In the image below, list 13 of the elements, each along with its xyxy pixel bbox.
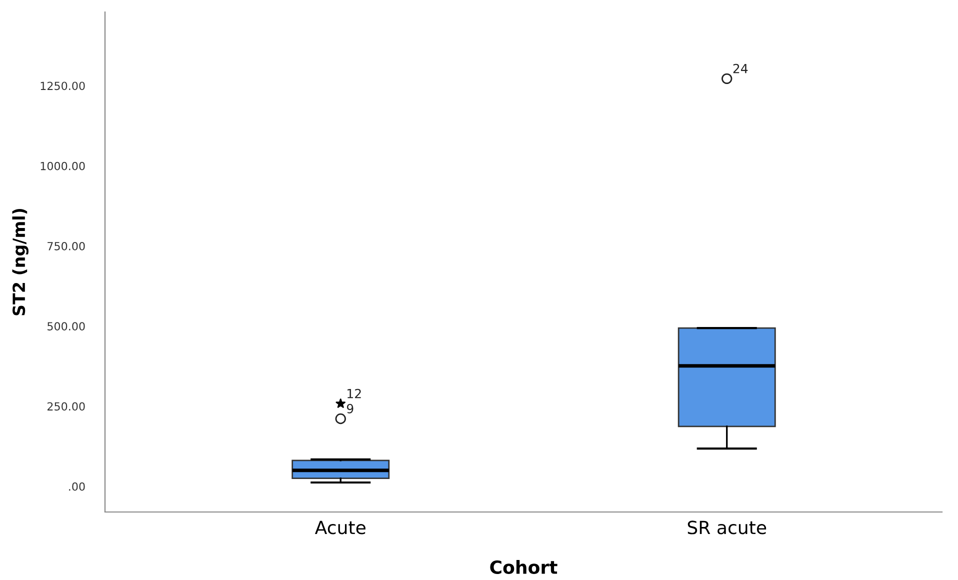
y-tick-label: 250.00 (47, 402, 85, 411)
x-axis-title: Cohort (490, 560, 558, 574)
annotation: 9 (346, 404, 354, 414)
x-tick-label: Acute (314, 520, 366, 534)
x-tick-label: SR acute (688, 520, 766, 534)
y-tick-label: .00 (69, 482, 85, 491)
y-tick-label: 1000.00 (40, 162, 85, 170)
y-tick-label: 1250.00 (40, 82, 85, 90)
annotation: 24 (733, 64, 748, 74)
y-tick-label: 500.00 (48, 322, 85, 330)
annotation: 12 (348, 388, 361, 398)
y-axis-title: ST2 (ng/ml) (12, 208, 28, 316)
y-tick-label: 750.00 (48, 242, 85, 250)
